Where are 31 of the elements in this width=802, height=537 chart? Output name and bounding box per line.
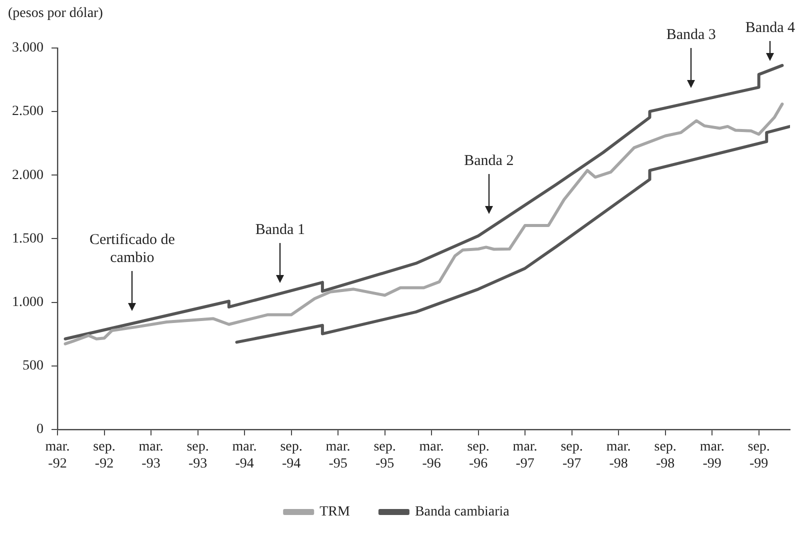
x-tick-label: sep. -97 (560, 439, 583, 472)
x-tick-label: sep. -93 (186, 439, 209, 472)
x-tick-label: sep. -99 (748, 439, 770, 472)
x-tick-label: mar. -97 (512, 439, 538, 472)
x-tick-label: sep. -94 (280, 439, 302, 472)
x-tick-label: mar. -98 (606, 439, 631, 472)
annotation: Certificado de cambio (88, 231, 176, 268)
legend-label: Banda cambiaria (414, 504, 510, 520)
x-tick-label: mar. -93 (138, 439, 164, 472)
x-tick-label: mar. -94 (232, 439, 257, 472)
y-tick-label: 0 (36, 422, 44, 438)
x-tick-label: sep. -92 (93, 439, 116, 472)
x-tick-label: mar. -95 (326, 439, 350, 472)
x-tick-label: sep. -98 (654, 439, 676, 472)
y-tick-label: 2.000 (12, 168, 44, 183)
x-tick-label: mar. -99 (700, 439, 724, 472)
y-tick-label: 2.500 (12, 104, 44, 120)
text: Banda 3 (666, 26, 716, 44)
annotation: Banda 1 (255, 220, 305, 239)
y-tick-label: 3.000 (12, 40, 44, 56)
legend-label: TRM (320, 504, 350, 520)
x-tick-label: mar. -92 (45, 439, 70, 472)
y-tick-label: 1.500 (12, 231, 44, 246)
x-tick-label: mar. -96 (419, 439, 444, 472)
x-tick-label: sep. -95 (374, 439, 396, 472)
text: Banda 4 (745, 19, 796, 38)
x-tick-label: sep. -96 (467, 439, 490, 472)
y-axis-title: (pesos por dólar) (8, 6, 103, 22)
annotation: Banda 2 (464, 152, 514, 170)
y-tick-label: 500 (22, 358, 44, 374)
y-tick-label: 1.000 (12, 294, 44, 310)
